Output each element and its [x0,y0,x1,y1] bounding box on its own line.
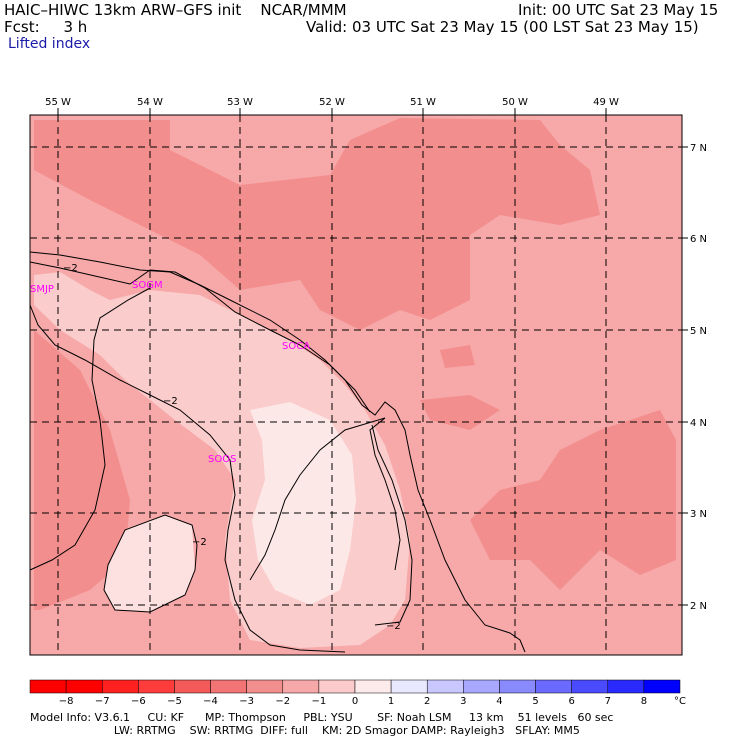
colorbar-label: −1 [312,696,327,707]
colorbar-swatch [246,679,284,694]
colorbar-swatch [535,679,572,694]
lon-label-49w: 49 W [593,97,619,108]
lat-label-3n: 3 N [690,509,707,520]
colorbar-label: 6 [568,696,574,707]
map-frame [29,114,683,656]
lat-lon-grid [30,115,682,655]
valid-time: Valid: 03 UTC Sat 23 May 15 (00 LST Sat … [306,18,699,36]
colorbar-label: 0 [352,696,358,707]
colorbar-swatch [65,679,103,694]
colorbar-label: 5 [532,696,538,707]
colorbar-swatch [390,679,428,694]
colorbar-swatch [138,679,175,694]
colorbar-swatch [607,679,645,694]
colorbar-label: 7 [605,696,611,707]
station-smjp: SMJP [30,284,54,295]
station-soca: SOCA [282,341,310,352]
colorbar-label: −4 [203,696,218,707]
colorbar-label: 4 [496,696,502,707]
colorbar-swatch [29,679,67,694]
colorbar-label: −5 [167,696,182,707]
colorbar-label: −8 [59,696,74,707]
li-minus-4-regions [34,118,676,610]
colorbar-swatch [282,679,320,694]
colorbar-swatch [210,679,247,694]
colorbar-swatch [463,679,500,694]
lon-label-55w: 55 W [45,97,71,108]
colorbar-swatch [643,679,681,694]
colorbar-unit: °C [674,696,686,707]
contour-label: −2 [192,537,207,548]
lon-label-51w: 51 W [410,97,436,108]
colorbar-swatch [571,679,609,694]
station-soos: SOOS [208,454,236,465]
colorbar-swatch [499,679,536,694]
li-minus-1-region [250,402,356,605]
init-time: Init: 00 UTC Sat 23 May 15 [518,1,719,19]
colorbar-swatch [354,679,392,694]
lat-label-6n: 6 N [690,234,707,245]
colorbar-label: −7 [95,696,110,707]
lat-label-7n: 7 N [690,143,707,154]
frame-ticks [57,108,688,606]
lat-label-4n: 4 N [690,418,707,429]
lon-label-53w: 53 W [227,97,253,108]
lon-label-52w: 52 W [319,97,345,108]
station-sogm: SOGM [132,280,163,291]
colorbar-label: 1 [388,696,394,707]
lon-label-50w: 50 W [502,97,528,108]
colorbar-swatch [101,679,139,694]
contour-label: −2 [63,263,78,274]
colorbar-swatch [318,679,356,694]
lat-label-5n: 5 N [690,326,707,337]
contour-minus-2 [29,261,413,626]
model-info-line-2: LW: RRTMG SW: RRTMG DIFF: full KM: 2D Sm… [30,724,580,737]
forecast-hour: Fcst: 3 h [4,18,88,36]
lat-label-2n: 2 N [690,601,707,612]
colorbar-label: −2 [275,696,290,707]
colorbar-label: 3 [460,696,466,707]
colorbar-label: 2 [424,696,430,707]
contour-label: −2 [386,621,401,632]
lon-label-54w: 54 W [137,97,163,108]
colorbar-label: −6 [131,696,146,707]
colorbar-label: −3 [239,696,254,707]
contour-label: −2 [163,396,178,407]
coastlines-borders [29,251,526,653]
model-title: HAIC–HIWC 13km ARW–GFS init NCAR/MMM [4,1,347,19]
colorbar [29,679,681,694]
colorbar-label: 8 [641,696,647,707]
colorbar-swatch [426,679,464,694]
field-name: Lifted index [8,36,91,52]
model-info-line-1: Model Info: V3.6.1 CU: KF MP: Thompson P… [30,711,614,724]
colorbar-swatch [174,679,211,694]
